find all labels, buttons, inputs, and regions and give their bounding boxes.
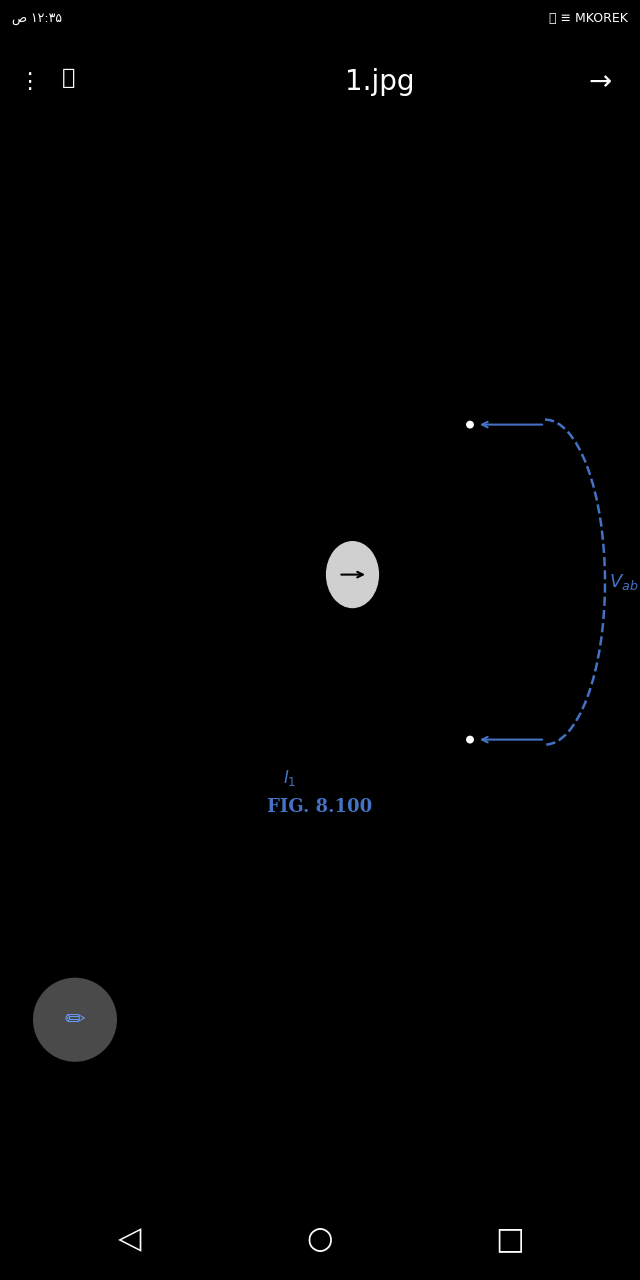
Text: $R_1$: $R_1$ <box>84 494 102 512</box>
Text: $I$ = 2 A: $I$ = 2 A <box>329 622 386 639</box>
Text: 6.8 Ω: 6.8 Ω <box>332 494 373 508</box>
Text: 8.: 8. <box>18 268 36 284</box>
Text: 💬: 💬 <box>62 68 76 88</box>
Text: $R_3$: $R_3$ <box>431 593 450 612</box>
Text: For the configuration of Fig. 8.100:: For the configuration of Fig. 8.100: <box>46 268 357 284</box>
Text: ⋮: ⋮ <box>18 72 40 92</box>
Text: ص ۱۲:۳۵: ص ۱۲:۳۵ <box>12 12 62 26</box>
Text: $R_2$: $R_2$ <box>344 435 362 453</box>
Text: ◁: ◁ <box>118 1225 141 1254</box>
Text: $E$: $E$ <box>61 659 75 677</box>
Text: 10 Ω: 10 Ω <box>65 520 102 534</box>
Text: $V_{ab}$: $V_{ab}$ <box>609 572 639 593</box>
Text: voltage source.: voltage source. <box>58 316 193 333</box>
Text: ○: ○ <box>307 1225 333 1254</box>
Text: □: □ <box>495 1225 524 1254</box>
Text: b.: b. <box>36 340 52 357</box>
Text: Convert the current source and 6.8-Ω resistor to a: Convert the current source and 6.8-Ω res… <box>58 293 502 310</box>
Text: 1.jpg: 1.jpg <box>345 68 415 96</box>
Circle shape <box>465 735 475 745</box>
Text: →: → <box>588 68 612 96</box>
Text: 🔵 ≡ MKOREK: 🔵 ≡ MKOREK <box>549 12 628 26</box>
Text: Find the magnitude and direction of the current $I_1$.: Find the magnitude and direction of the … <box>58 340 508 362</box>
Text: Find the voltage $V_{ab}$ and the polarity of points $a$ and $b$.: Find the voltage $V_{ab}$ and the polari… <box>58 366 540 388</box>
Text: $a$: $a$ <box>484 416 494 430</box>
Text: FIG. 8.100: FIG. 8.100 <box>268 797 372 815</box>
Ellipse shape <box>324 540 381 609</box>
Text: c.: c. <box>36 366 51 383</box>
Text: ✏: ✏ <box>65 1007 86 1032</box>
Text: a.: a. <box>36 293 52 310</box>
Text: $b$: $b$ <box>484 733 495 750</box>
Text: 39 Ω: 39 Ω <box>486 595 523 609</box>
Circle shape <box>465 420 475 430</box>
Text: 12 V: 12 V <box>145 660 184 677</box>
Text: $I_1$: $I_1$ <box>284 768 296 787</box>
Circle shape <box>33 978 117 1062</box>
